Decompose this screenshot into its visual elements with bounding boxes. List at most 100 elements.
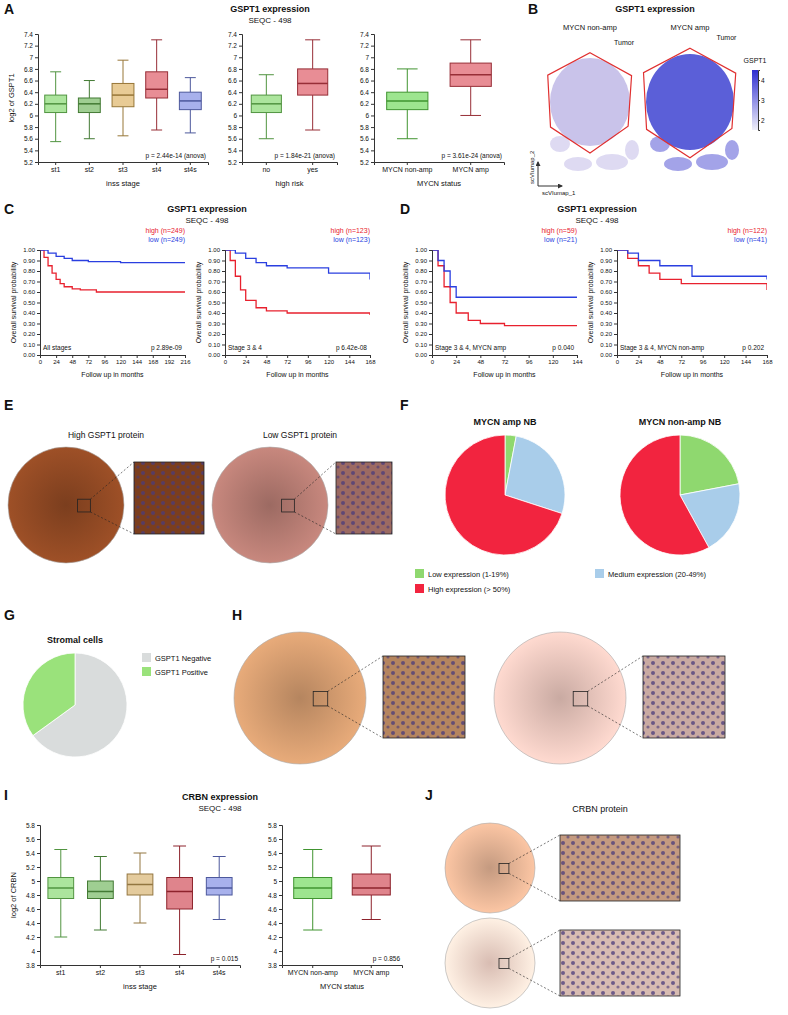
tick-label: 5.8 bbox=[268, 822, 277, 829]
axis-line bbox=[614, 251, 618, 356]
axis-line bbox=[37, 251, 41, 356]
slice bbox=[23, 653, 75, 736]
tick-mark bbox=[758, 80, 760, 81]
legend-swatch bbox=[595, 569, 604, 578]
tick-mark bbox=[724, 355, 725, 358]
plot-area bbox=[40, 250, 185, 292]
tick: 0.50 bbox=[208, 300, 225, 306]
whisker bbox=[60, 850, 61, 878]
tick: 72 bbox=[284, 355, 291, 365]
axis-title: scVIumap_2 bbox=[529, 150, 535, 184]
tick-label: 7.2 bbox=[228, 42, 237, 49]
axis: st1st2st3st4st4s bbox=[41, 965, 241, 976]
axis-line bbox=[41, 966, 241, 969]
tick-mark bbox=[371, 965, 372, 968]
tick-label: 4.4 bbox=[26, 920, 35, 927]
zoom-line bbox=[328, 706, 383, 738]
tick-mark bbox=[225, 355, 226, 358]
whisker-cap bbox=[54, 849, 67, 850]
whisker-cap bbox=[397, 138, 418, 139]
tick-label: 6.6 bbox=[360, 77, 369, 84]
whisker-cap bbox=[50, 71, 61, 72]
zoom-region bbox=[313, 691, 328, 706]
tick-mark bbox=[370, 355, 371, 358]
tick-mark bbox=[40, 355, 41, 358]
axis-title: Overall survival probability bbox=[10, 261, 18, 343]
tick-label: 96 bbox=[526, 359, 533, 365]
tick-mark bbox=[614, 271, 617, 272]
tick-mark bbox=[614, 282, 617, 283]
legend-swatch bbox=[142, 667, 151, 676]
tick-label: 6 bbox=[29, 112, 33, 119]
tick: st4 bbox=[175, 965, 184, 976]
tick-mark bbox=[100, 965, 101, 968]
tick-mark bbox=[179, 965, 180, 968]
tick-label: 6 bbox=[233, 112, 237, 119]
tick-label: 6.8 bbox=[360, 65, 369, 72]
tick-label: 4.6 bbox=[268, 906, 277, 913]
annotation: p = 2.44e-14 (anova) bbox=[145, 152, 206, 160]
tick: 5.8 bbox=[24, 124, 38, 131]
legend-entry: GSPT1 Negative bbox=[155, 654, 211, 663]
tick: 5.4 bbox=[228, 147, 242, 154]
tick-label: 72 bbox=[284, 359, 291, 365]
axis-title: Follow up in months bbox=[473, 371, 536, 379]
axis-line bbox=[239, 35, 243, 163]
tick: 0.70 bbox=[600, 279, 617, 285]
tick: 168 bbox=[762, 355, 773, 365]
tick-label: 72 bbox=[678, 359, 685, 365]
tick-mark bbox=[35, 34, 38, 35]
tick-mark bbox=[266, 162, 267, 165]
tick: 0.90 bbox=[600, 258, 617, 264]
whisker-cap bbox=[185, 77, 196, 78]
tick: 5.4 bbox=[360, 147, 374, 154]
tick-mark bbox=[222, 250, 225, 251]
condition-label: MYCN non-amp bbox=[563, 23, 617, 32]
tick-mark bbox=[239, 104, 242, 105]
tick: 0.40 bbox=[600, 310, 617, 316]
tick-label: yes bbox=[307, 166, 318, 174]
tick-mark bbox=[371, 115, 374, 116]
whisker bbox=[470, 40, 471, 63]
zoom-region bbox=[78, 499, 91, 512]
tick-mark bbox=[246, 355, 247, 358]
median bbox=[179, 100, 201, 102]
tick-mark bbox=[349, 355, 350, 358]
tick: 0.80 bbox=[415, 268, 432, 274]
axis: 024487296120144168 bbox=[224, 355, 376, 365]
median bbox=[112, 94, 134, 96]
tick-mark bbox=[614, 334, 617, 335]
tick-mark bbox=[239, 139, 242, 140]
tick-label: 0.20 bbox=[600, 331, 612, 337]
cell-cluster bbox=[625, 140, 639, 160]
tick-label: 0.30 bbox=[600, 321, 612, 327]
median bbox=[387, 100, 428, 102]
survival-curve bbox=[225, 250, 370, 315]
zoom-line bbox=[90, 462, 134, 499]
tick-label: 5.8 bbox=[228, 124, 237, 131]
tick-mark bbox=[279, 881, 282, 882]
tick: 5.8 bbox=[268, 822, 282, 829]
annotation: p 2.89e-09 bbox=[151, 344, 182, 352]
tick-label: 5.4 bbox=[24, 147, 33, 154]
tick: 48 bbox=[477, 355, 484, 365]
tissue-core bbox=[212, 447, 328, 563]
whisker-cap bbox=[173, 954, 186, 955]
tick-mark bbox=[169, 355, 170, 358]
cell-cluster bbox=[725, 140, 739, 160]
axis-arrow bbox=[538, 186, 562, 187]
tick-label: 6 bbox=[365, 112, 369, 119]
legend-entry: High expression (> 50%) bbox=[428, 585, 511, 594]
zoom-inset bbox=[383, 656, 465, 738]
tick-mark bbox=[35, 46, 38, 47]
tick: 120 bbox=[548, 355, 559, 365]
tick-label: 5.2 bbox=[24, 159, 33, 166]
axis-title: MYCN status bbox=[417, 179, 461, 188]
tick-mark bbox=[37, 282, 40, 283]
tick-label: 5.4 bbox=[26, 850, 35, 857]
tick-label: 5.8 bbox=[360, 124, 369, 131]
tick-mark bbox=[279, 965, 282, 966]
box bbox=[88, 881, 114, 899]
tick-label: 0.30 bbox=[208, 321, 220, 327]
median bbox=[127, 884, 153, 886]
